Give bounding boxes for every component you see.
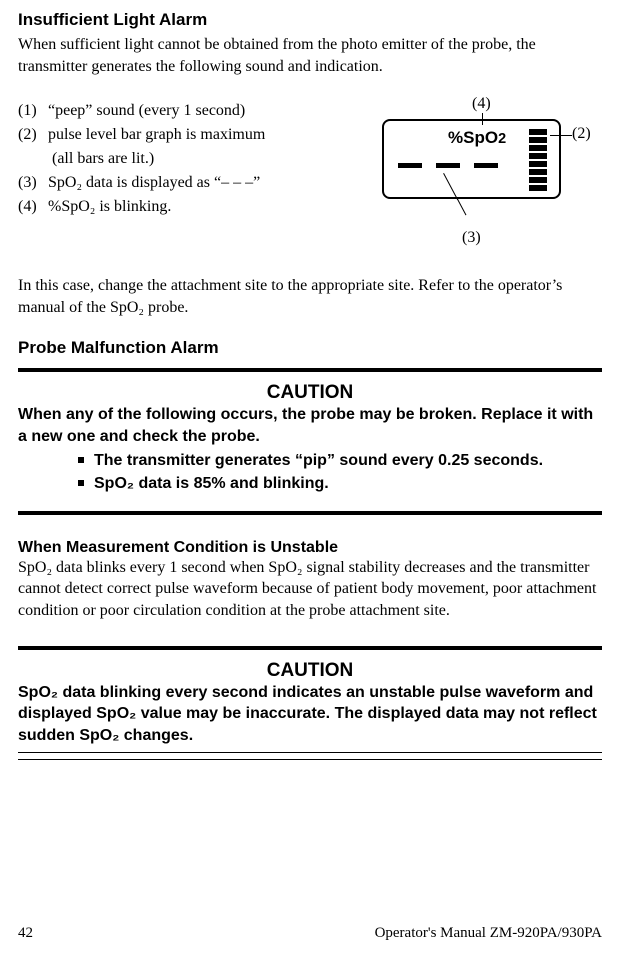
caution-title-2: CAUTION <box>18 660 602 682</box>
bullet-icon <box>78 480 84 486</box>
footer-title: Operator's Manual ZM-920PA/930PA <box>375 925 602 942</box>
bullet-icon <box>78 457 84 463</box>
display-diagram: %SpO2 (4) (2) (3) <box>372 95 602 255</box>
heading-unstable: When Measurement Condition is Unstable <box>18 539 602 557</box>
page-number: 42 <box>18 925 33 942</box>
list-and-diagram-row: (1)“peep” sound (every 1 second) (2)puls… <box>18 99 602 219</box>
rule-thick <box>18 511 602 515</box>
rule-thin <box>18 759 602 760</box>
rule-thin <box>18 752 602 753</box>
rule-thick <box>18 368 602 372</box>
heading-probe-malfunction: Probe Malfunction Alarm <box>18 338 602 358</box>
callout-line <box>482 113 483 125</box>
callout-4: (4) <box>472 95 491 113</box>
caution-body: When any of the following occurs, the pr… <box>18 404 602 447</box>
spo2-label: %SpO2 <box>448 128 506 148</box>
pulse-level-bargraph <box>529 129 547 191</box>
bullet-item: SpO₂ data is 85% and blinking. <box>78 473 602 495</box>
page-footer: 42 Operator's Manual ZM-920PA/930PA <box>18 925 602 942</box>
callout-3: (3) <box>462 229 481 247</box>
intro-text: When sufficient light cannot be obtained… <box>18 34 602 77</box>
unstable-body: SpO₂ data blinks every 1 second when SpO… <box>18 557 602 622</box>
callout-2: (2) <box>572 125 591 143</box>
callout-line <box>550 135 572 136</box>
heading-insufficient-light: Insufficient Light Alarm <box>18 10 602 30</box>
data-dashes <box>398 163 498 168</box>
display-box: %SpO2 <box>382 119 561 199</box>
instruction-text: In this case, change the attachment site… <box>18 275 602 318</box>
caution-title: CAUTION <box>18 382 602 404</box>
rule-thick <box>18 646 602 650</box>
caution-body-2: SpO₂ data blinking every second indicate… <box>18 682 602 747</box>
bullet-item: The transmitter generates “pip” sound ev… <box>78 450 602 472</box>
caution-bullets: The transmitter generates “pip” sound ev… <box>78 450 602 495</box>
callout-line <box>457 199 466 215</box>
page: Insufficient Light Alarm When sufficient… <box>0 0 620 966</box>
